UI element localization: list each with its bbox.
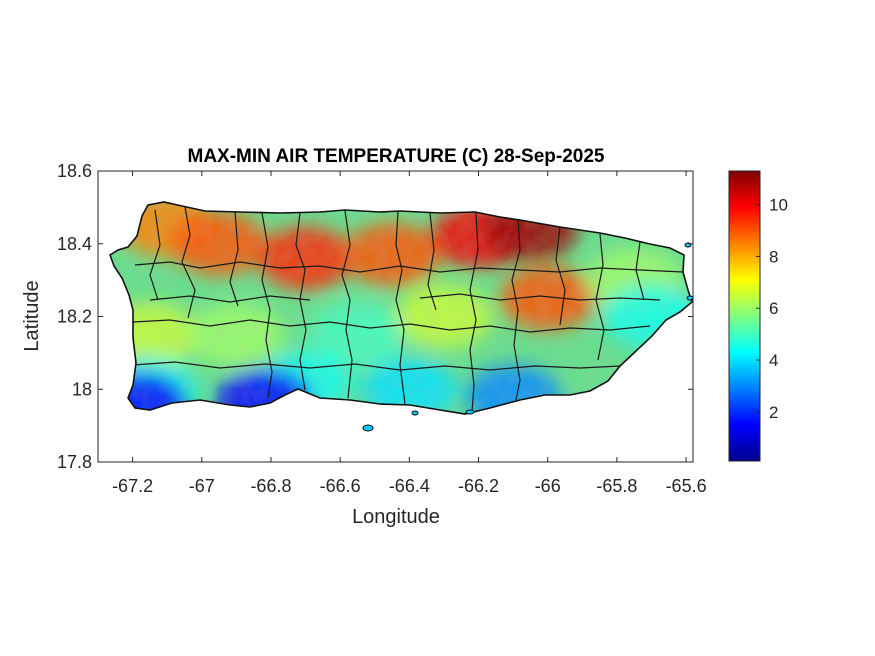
municipal-boundary [229, 211, 239, 307]
municipal-boundary [511, 218, 521, 401]
municipal-boundary [427, 212, 437, 311]
x-tick-label: -66 [535, 476, 561, 496]
colorbar-ticks: 2 4 6 8 10 [756, 196, 788, 422]
colorbar [728, 170, 761, 462]
x-tick-label: -65.8 [596, 476, 637, 496]
municipal-boundary [595, 233, 605, 361]
municipal-boundary [149, 209, 161, 301]
x-axis-ticks: -67.2 -67 -66.8 -66.6 -66.4 -66.2 -66 -65.8 -65.… [112, 171, 707, 496]
small-island [686, 295, 694, 301]
small-island [362, 424, 374, 432]
municipal-boundary [149, 295, 311, 303]
municipal-boundary [132, 361, 621, 371]
colorbar-tick-label: 4 [769, 351, 778, 370]
y-axis-ticks: 18.6 18.4 18.2 18 17.8 [57, 161, 693, 472]
x-tick-label: -66.2 [458, 476, 499, 496]
municipal-boundary [134, 261, 684, 273]
x-tick-label: -67 [189, 476, 215, 496]
x-tick-label: -66.6 [320, 476, 361, 496]
colorbar-tick-label: 2 [769, 403, 778, 422]
colorbar-tick-label: 6 [769, 299, 778, 318]
colorbar-tick-label: 8 [769, 247, 778, 266]
municipal-boundary [181, 206, 196, 319]
y-tick-label: 17.8 [57, 452, 92, 472]
chart-title: MAX-MIN AIR TEMPERATURE (C) 28-Sep-2025 [188, 146, 605, 167]
x-axis-label: Longitude [352, 506, 440, 528]
y-tick-label: 18.6 [57, 161, 92, 181]
municipal-boundary [261, 212, 273, 399]
x-tick-label: -66.4 [389, 476, 430, 496]
y-axis-label: Latitude [21, 280, 43, 351]
small-island [411, 410, 419, 416]
municipal-boundary [555, 226, 566, 326]
y-tick-label: 18.4 [57, 234, 92, 254]
municipal-boundary [419, 293, 661, 301]
municipal-boundary [295, 212, 307, 391]
municipal-boundaries [132, 206, 684, 413]
municipal-boundary [395, 211, 406, 405]
x-tick-label: -65.6 [666, 476, 707, 496]
municipal-boundary [469, 212, 479, 413]
municipal-boundary [341, 210, 353, 399]
small-island [465, 409, 475, 415]
municipal-boundary [132, 319, 651, 333]
small-islands [362, 242, 694, 432]
x-tick-label: -67.2 [112, 476, 153, 496]
y-tick-label: 18.2 [57, 307, 92, 327]
y-tick-label: 18 [72, 379, 92, 399]
x-tick-label: -66.8 [250, 476, 291, 496]
colorbar-tick-label: 10 [769, 196, 788, 215]
coastline [109, 201, 693, 415]
